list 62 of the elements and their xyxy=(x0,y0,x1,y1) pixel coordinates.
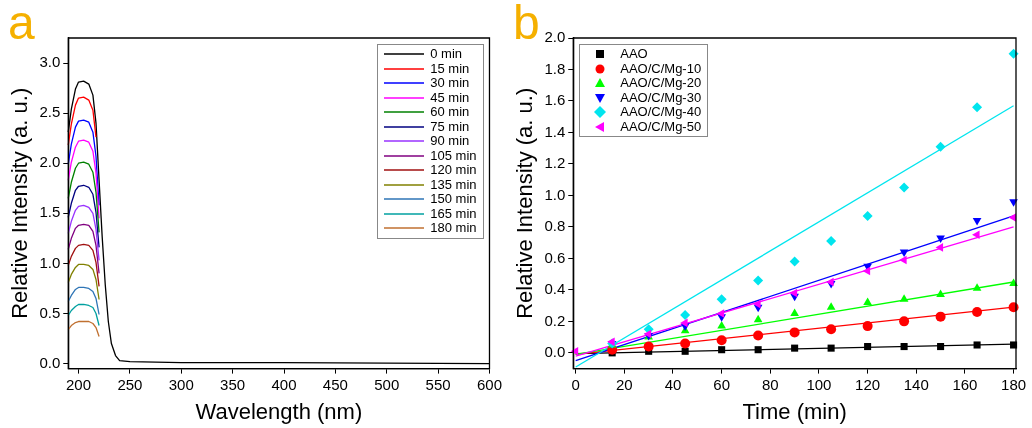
y-tick-label: 0.0 xyxy=(544,343,566,360)
legend-label: 165 min xyxy=(430,205,477,221)
legend-label: AAO/C/Mg-50 xyxy=(620,118,702,134)
x-tick-label: 500 xyxy=(374,375,400,393)
y-tick-label: 0.5 xyxy=(39,303,61,321)
legend-label: 150 min xyxy=(430,191,477,207)
legend-label: 75 min xyxy=(430,118,470,134)
x-tick-label: 600 xyxy=(476,375,502,393)
y-tick-label: 0.0 xyxy=(39,353,61,371)
y-tick-label: 1.8 xyxy=(544,59,566,77)
legend-label: AAO/C/Mg-20 xyxy=(620,75,702,91)
x-tick-label: 0 xyxy=(571,375,580,393)
y-axis-title: Relative Intensity (a. u.) xyxy=(7,87,33,319)
x-tick-label: 20 xyxy=(615,375,633,393)
x-tick-label: 140 xyxy=(903,375,929,393)
x-tick-label: 550 xyxy=(425,375,451,393)
legend-label: 180 min xyxy=(430,220,477,236)
x-tick-label: 40 xyxy=(664,375,682,393)
x-tick-label: 200 xyxy=(66,375,92,393)
legend-label: 120 min xyxy=(430,162,477,178)
x-tick-label: 300 xyxy=(168,375,194,393)
y-tick-label: 2.5 xyxy=(39,103,61,121)
legend-label: AAO xyxy=(620,46,648,62)
text: a xyxy=(8,0,35,50)
y-tick-label: 1.2 xyxy=(544,154,566,172)
legend-label: 105 min xyxy=(430,147,477,163)
y-tick-label: 3.0 xyxy=(39,53,61,71)
y-tick-label: 2.0 xyxy=(544,28,566,46)
y-tick-label: 2.0 xyxy=(39,153,61,171)
x-tick-label: 160 xyxy=(952,375,978,393)
x-tick-label: 120 xyxy=(855,375,881,393)
legend-label: AAO/C/Mg-40 xyxy=(620,104,702,120)
x-tick-label: 450 xyxy=(322,375,348,393)
x-axis-title: Wavelength (nm) xyxy=(195,398,363,424)
legend-label: AAO/C/Mg-10 xyxy=(620,60,702,76)
legend-label: AAO/C/Mg-30 xyxy=(620,89,702,105)
x-tick-label: 180 xyxy=(1001,375,1027,393)
x-axis-title: Time (min) xyxy=(742,398,847,424)
y-tick-label: 0.4 xyxy=(544,280,566,298)
y-tick-label: 1.0 xyxy=(544,185,566,203)
y-tick-label: 1.5 xyxy=(39,203,61,221)
y-tick-label: 0.6 xyxy=(544,248,566,266)
legend-label: 0 min xyxy=(430,46,463,62)
legend-label: 90 min xyxy=(430,133,470,149)
x-tick-label: 400 xyxy=(271,375,297,393)
legend-label: 45 min xyxy=(430,89,470,105)
x-tick-label: 100 xyxy=(806,375,832,393)
y-axis-title: Relative Intensity (a. u.) xyxy=(512,87,538,319)
y-tick-label: 1.0 xyxy=(39,253,61,271)
y-tick-label: 0.2 xyxy=(544,311,566,329)
x-tick-label: 60 xyxy=(713,375,730,393)
text: b xyxy=(513,0,540,50)
y-tick-label: 1.4 xyxy=(544,122,566,140)
x-tick-label: 250 xyxy=(117,375,143,393)
x-tick-label: 350 xyxy=(220,375,246,393)
y-tick-label: 1.6 xyxy=(544,91,566,109)
legend-label: 60 min xyxy=(430,104,470,120)
legend-label: 15 min xyxy=(430,60,470,76)
x-tick-label: 80 xyxy=(761,375,779,393)
legend-label: 30 min xyxy=(430,75,470,91)
y-tick-label: 0.8 xyxy=(544,217,566,235)
legend-label: 135 min xyxy=(430,176,477,192)
